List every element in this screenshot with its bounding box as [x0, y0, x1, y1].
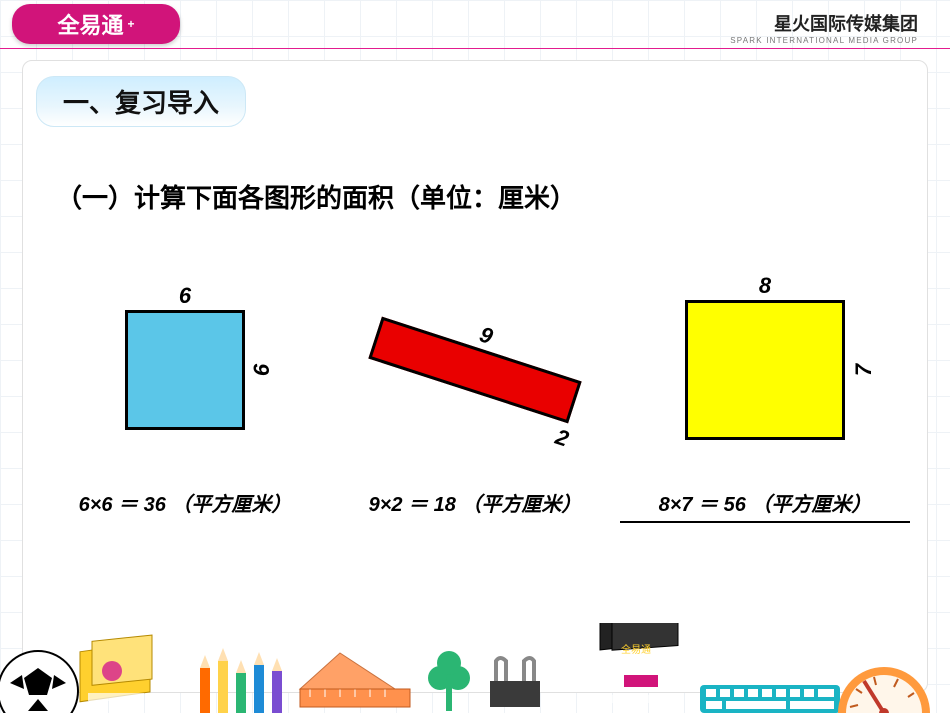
dark-books-icon: 全易通	[600, 623, 678, 703]
shape3-cell: 8 7	[620, 270, 910, 470]
binder-clip-icon	[490, 658, 540, 707]
keyboard-icon	[700, 685, 840, 713]
corp-sub: SPARK INTERNATIONAL MEDIA GROUP	[730, 36, 918, 45]
svg-text:全易通: 全易通	[621, 643, 651, 656]
shape2-length-dim: 9	[476, 322, 496, 351]
shape2-width-dim: 2	[552, 424, 572, 453]
answer2: 9×2 ＝ 18 （平方厘米）	[330, 488, 620, 523]
shape1-top-dim: 6	[179, 283, 191, 309]
shape1-cell: 6 6	[40, 270, 330, 470]
answer2-text: 9×2 ＝ 18 （平方厘米）	[369, 494, 582, 516]
shape3-right-dim: 7	[851, 364, 877, 376]
answer1-text: 6×6 ＝ 36 （平方厘米）	[79, 494, 292, 516]
shape2-rect: 9 2	[368, 317, 581, 424]
top-bar: 全易通 + 星火国际传媒集团 SPARK INTERNATIONAL MEDIA…	[0, 0, 950, 48]
answer3: 8×7 ＝ 56 （平方厘米）	[620, 488, 910, 523]
shape2-cell: 9 2	[330, 270, 620, 470]
gauge-icon	[838, 667, 930, 713]
footer-art: 全易通	[0, 623, 950, 713]
pencils-icon	[200, 648, 282, 713]
pink-divider	[0, 48, 950, 49]
yellow-books-icon	[80, 635, 152, 702]
corp-block: 星火国际传媒集团 SPARK INTERNATIONAL MEDIA GROUP	[730, 10, 918, 45]
answers-row: 6×6 ＝ 36 （平方厘米） 9×2 ＝ 18 （平方厘米） 8×7 ＝ 56…	[40, 488, 910, 523]
answer3-text: 8×7 ＝ 56 （平方厘米）	[659, 494, 872, 516]
shape1-right-dim: 6	[249, 364, 275, 376]
brand-text: 全易通	[57, 8, 123, 40]
subtitle: （一）计算下面各图形的面积（单位：厘米）	[56, 178, 576, 215]
brand-badge: 全易通 +	[12, 4, 180, 44]
section-title: 一、复习导入	[63, 88, 219, 118]
brand-plus: +	[128, 17, 135, 31]
answer1: 6×6 ＝ 36 （平方厘米）	[40, 488, 330, 523]
orange-ruler-icon	[300, 653, 410, 707]
shapes-row: 6 6 9 2 8 7	[40, 270, 910, 470]
corp-name: 星火国际传媒集团	[730, 10, 918, 36]
footer-svg: 全易通	[0, 623, 950, 713]
shape3-rect: 8 7	[685, 300, 845, 440]
shape3-top-dim: 8	[759, 273, 771, 299]
shape1-square: 6 6	[125, 310, 245, 430]
clover-icon	[428, 651, 470, 711]
section-title-pill: 一、复习导入	[36, 76, 246, 127]
soccer-ball-icon	[0, 651, 78, 713]
